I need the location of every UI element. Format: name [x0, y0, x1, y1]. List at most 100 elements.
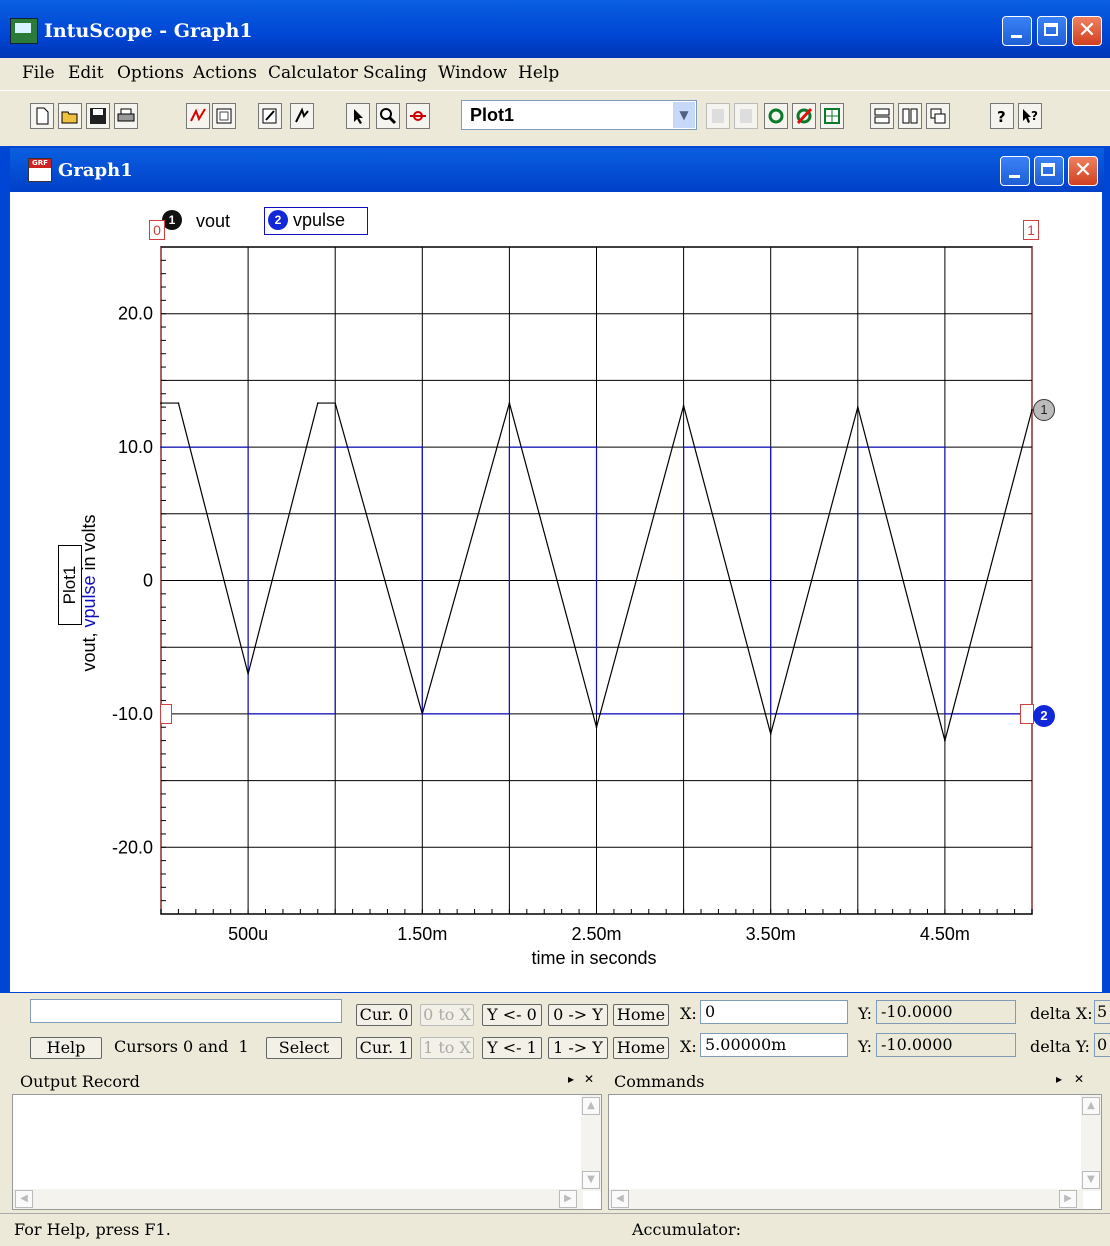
- commands-vscrollbar[interactable]: ▲ ▼: [1081, 1095, 1101, 1191]
- scroll-down-icon[interactable]: ▼: [582, 1171, 600, 1189]
- tile-horizontal-button[interactable]: [870, 103, 894, 129]
- output-record-body[interactable]: ▲ ▼ ◀ ▶: [12, 1094, 602, 1210]
- stack-button[interactable]: [734, 103, 758, 129]
- close-button[interactable]: ✕: [1072, 16, 1102, 46]
- run-button[interactable]: [290, 103, 314, 129]
- context-help-button[interactable]: ?: [1018, 103, 1042, 129]
- y-from-0-button[interactable]: Y <- 0: [482, 1004, 542, 1026]
- cursor-0-tag[interactable]: 0: [149, 220, 165, 240]
- help-button[interactable]: Help: [30, 1037, 102, 1059]
- graph-close-button[interactable]: ✕: [1068, 156, 1098, 186]
- cur-1-button[interactable]: Cur. 1: [356, 1037, 412, 1059]
- status-help-text: For Help, press F1.: [14, 1220, 171, 1239]
- maximize-button[interactable]: [1037, 16, 1067, 46]
- zoom-button[interactable]: [376, 103, 400, 129]
- cur-0-button[interactable]: Cur. 0: [356, 1004, 412, 1026]
- add-waveform-button[interactable]: [186, 103, 210, 129]
- cursor-icon: [410, 111, 426, 121]
- output-hscrollbar[interactable]: ◀ ▶: [13, 1189, 583, 1209]
- scroll-right-icon[interactable]: ▶: [559, 1190, 577, 1208]
- cursor-1-tag[interactable]: 1: [1023, 220, 1039, 240]
- commands-close-icon[interactable]: ✕: [1074, 1072, 1085, 1086]
- unlink-button[interactable]: [792, 103, 816, 129]
- output-vscrollbar[interactable]: ▲ ▼: [581, 1095, 601, 1191]
- scroll-left-icon[interactable]: ◀: [611, 1190, 629, 1208]
- new-button[interactable]: [30, 103, 54, 129]
- x0-label: X:: [680, 1004, 697, 1023]
- minimize-button[interactable]: [1002, 16, 1032, 46]
- tile-horizontal-icon: [874, 108, 890, 124]
- align-button[interactable]: [706, 103, 730, 129]
- legend-vout-label[interactable]: vout: [196, 211, 231, 231]
- data-point-vpulse: [247, 446, 249, 448]
- plot-area[interactable]: 20.0 10.0 0 -10.0 -20.0 500u 1.50m 2.50m 3.50m 4.…: [10, 192, 1102, 992]
- edit-button[interactable]: [258, 103, 282, 129]
- x1-field[interactable]: 5.00000m: [700, 1033, 848, 1057]
- data-point-vout: [160, 402, 162, 404]
- link-button[interactable]: [764, 103, 788, 129]
- data-point-vout: [334, 402, 337, 404]
- zero-to-x-button[interactable]: 0 to X: [420, 1004, 474, 1026]
- menu-help[interactable]: Help: [518, 63, 560, 83]
- cascade-button[interactable]: [926, 103, 950, 129]
- scroll-right-icon[interactable]: ▶: [1059, 1190, 1077, 1208]
- chevron-down-icon[interactable]: ▼: [673, 102, 695, 128]
- data-point-vpulse: [508, 446, 511, 448]
- graph-title-bar: [10, 148, 1104, 192]
- menu-file[interactable]: File: [22, 63, 55, 83]
- output-close-icon[interactable]: ✕: [584, 1072, 595, 1086]
- data-point-vpulse: [682, 713, 685, 715]
- scroll-left-icon[interactable]: ◀: [15, 1190, 33, 1208]
- commands-body[interactable]: ▲ ▼ ◀ ▶: [608, 1094, 1102, 1210]
- window-button[interactable]: [212, 103, 236, 129]
- one-to-x-button[interactable]: 1 to X: [420, 1037, 474, 1059]
- pointer-button[interactable]: [346, 103, 370, 129]
- print-button[interactable]: [114, 103, 138, 129]
- graph-minimize-button[interactable]: [1000, 156, 1030, 186]
- x0-field[interactable]: 0: [700, 1000, 848, 1024]
- y-from-1-button[interactable]: Y <- 1: [482, 1037, 542, 1059]
- data-point-vout: [769, 733, 772, 735]
- scroll-down-icon[interactable]: ▼: [1082, 1171, 1100, 1189]
- home-1-button[interactable]: Home: [613, 1037, 669, 1059]
- trace-marker-1[interactable]: 1: [1033, 399, 1055, 421]
- output-pin-icon[interactable]: ▸: [568, 1072, 575, 1086]
- y-tick-label: 10.0: [118, 437, 153, 457]
- menu-options[interactable]: Options: [117, 63, 184, 83]
- commands-pin-icon[interactable]: ▸: [1056, 1072, 1063, 1086]
- plot-name-label[interactable]: Plot1: [58, 545, 82, 625]
- menu-calculator[interactable]: Calculator: [268, 63, 358, 83]
- scroll-up-icon[interactable]: ▲: [1082, 1097, 1100, 1115]
- select-button[interactable]: Select: [266, 1037, 342, 1059]
- plot-select[interactable]: Plot1 ▼: [461, 100, 697, 130]
- help-button[interactable]: ?: [990, 103, 1014, 129]
- save-button[interactable]: [86, 103, 110, 129]
- x-tick-label: 500u: [228, 924, 268, 944]
- graph-maximize-button[interactable]: [1034, 156, 1064, 186]
- home-0-button[interactable]: Home: [613, 1004, 669, 1026]
- menu-actions[interactable]: Actions: [193, 63, 257, 83]
- commands-hscrollbar[interactable]: ◀ ▶: [609, 1189, 1083, 1209]
- scroll-up-icon[interactable]: ▲: [582, 1097, 600, 1115]
- grid-button[interactable]: [820, 103, 844, 129]
- align-icon: [712, 109, 724, 123]
- data-point-vpulse: [595, 713, 598, 715]
- menu-window[interactable]: Window: [438, 63, 508, 83]
- cursor-0-y-tag[interactable]: [160, 704, 172, 724]
- data-point-vout: [857, 406, 859, 408]
- menu-scaling[interactable]: Scaling: [363, 63, 428, 83]
- window-title: IntuScope - Graph1: [44, 20, 253, 42]
- one-to-y-button[interactable]: 1 -> Y: [548, 1037, 608, 1059]
- cursor-1-y-tag[interactable]: [1020, 704, 1034, 724]
- command-input[interactable]: [30, 999, 342, 1023]
- tile-vertical-button[interactable]: [898, 103, 922, 129]
- cursor-button[interactable]: [406, 103, 430, 129]
- trace-marker-2[interactable]: 2: [1033, 705, 1055, 727]
- menu-edit[interactable]: Edit: [68, 63, 104, 83]
- chart[interactable]: 20.0 10.0 0 -10.0 -20.0 500u 1.50m 2.50m 3.50m 4.…: [10, 192, 1102, 992]
- window-icon: [216, 108, 232, 124]
- zero-to-y-button[interactable]: 0 -> Y: [548, 1004, 608, 1026]
- open-button[interactable]: [58, 103, 82, 129]
- data-point-vout: [177, 402, 180, 404]
- legend-vpulse-box[interactable]: [264, 207, 368, 235]
